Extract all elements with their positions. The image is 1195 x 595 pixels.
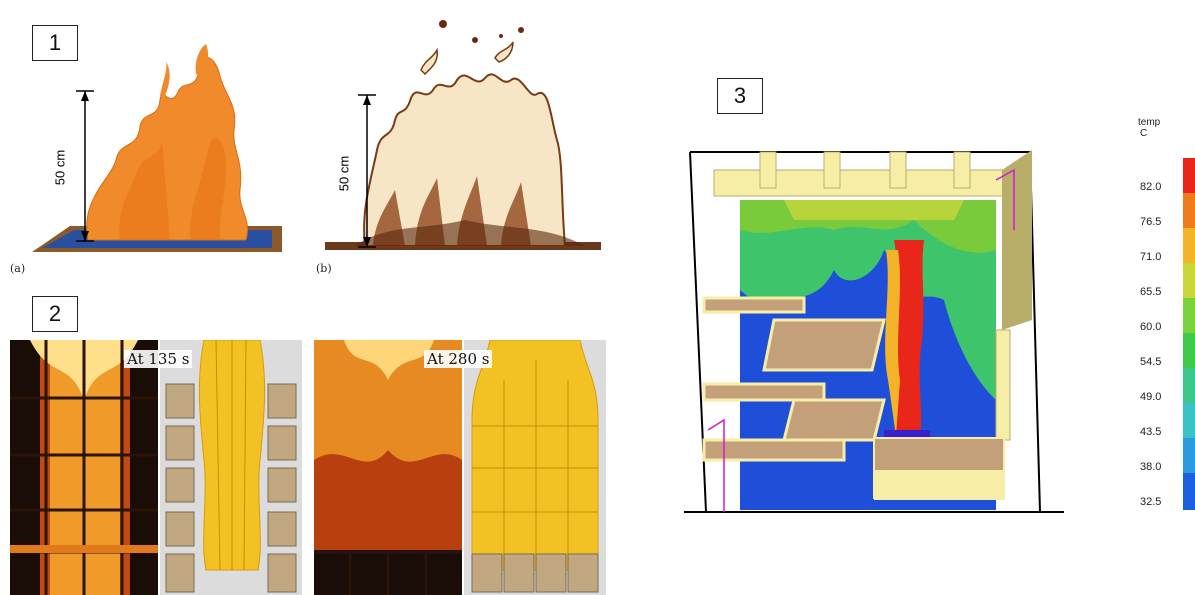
dimension-arrow-b bbox=[358, 94, 376, 248]
fire-photo-135s bbox=[10, 340, 158, 595]
temperature-slice-image bbox=[684, 150, 1064, 513]
fire-simulation-280s bbox=[464, 340, 606, 595]
dimension-label-b: 50 cm bbox=[336, 155, 352, 192]
legend-tick: 43.5 bbox=[1140, 426, 1162, 438]
legend-tick: 71.0 bbox=[1140, 251, 1162, 263]
legend-tick: 49.0 bbox=[1140, 391, 1162, 403]
legend-title: temp bbox=[1138, 117, 1161, 128]
panel-1-label: 1 bbox=[32, 25, 78, 61]
flame-isosurface-image bbox=[32, 44, 282, 252]
fire-simulation-135s bbox=[160, 340, 302, 595]
subfigure-label-a: (a) bbox=[10, 262, 26, 275]
legend-tick: 65.5 bbox=[1140, 286, 1162, 298]
legend-swatch bbox=[1183, 263, 1195, 298]
legend-swatch bbox=[1183, 368, 1195, 403]
dimension-label-a: 50 cm bbox=[52, 149, 68, 186]
subfigure-label-b: (b) bbox=[316, 262, 332, 275]
caption-135s: At 135 s bbox=[124, 350, 193, 368]
panel-3-label: 3 bbox=[717, 78, 763, 114]
legend-tick: 82.0 bbox=[1140, 181, 1162, 193]
fire-photo-280s bbox=[314, 340, 462, 595]
legend-swatch bbox=[1183, 158, 1195, 193]
legend-tick: 54.5 bbox=[1140, 356, 1162, 368]
legend-swatch bbox=[1183, 193, 1195, 228]
legend-tick: 76.5 bbox=[1140, 216, 1162, 228]
legend-tick: 38.0 bbox=[1140, 461, 1162, 473]
legend-tick: 32.5 bbox=[1140, 496, 1162, 508]
legend-swatch bbox=[1183, 228, 1195, 263]
legend-swatch bbox=[1183, 438, 1195, 473]
flame-render-image bbox=[325, 20, 601, 250]
legend-tick: 60.0 bbox=[1140, 321, 1162, 333]
legend-swatch bbox=[1183, 298, 1195, 333]
dimension-arrow-a bbox=[76, 90, 94, 242]
caption-280s: At 280 s bbox=[424, 350, 493, 368]
legend-swatch bbox=[1183, 403, 1195, 438]
panel-2-label: 2 bbox=[32, 296, 78, 332]
legend-swatch bbox=[1183, 473, 1195, 510]
legend-unit: C bbox=[1140, 128, 1148, 139]
legend-swatch bbox=[1183, 333, 1195, 368]
